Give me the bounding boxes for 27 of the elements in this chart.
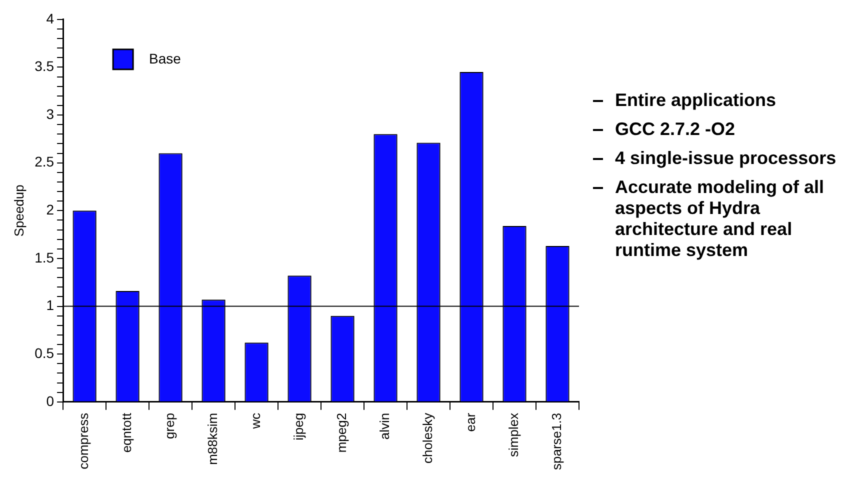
x-tick-label: grep [162,412,178,439]
text: Entire applications [615,90,776,111]
x-tick-label: sparse1.3 [549,412,564,470]
y-tick-label: 3.5 [34,58,54,74]
y-tick-label: 1.5 [34,249,54,266]
text: Accurate modeling of all aspects of Hydra architecture and real runtime system [615,177,826,261]
y-axis-title: Speedup [11,184,26,237]
text: GCC 2.7.2 -O2 [615,119,736,140]
legend-label: Base [149,50,182,66]
x-tick-label: simplex [506,412,522,457]
y-tick-label: 1 [46,297,54,314]
x-tick-label: compress [76,412,92,470]
y-tick-label: 2 [46,202,54,218]
x-tick-label: m88ksim [205,412,220,465]
x-tick-label: ijpeg [291,412,306,440]
x-tick-label: alvin [377,412,392,440]
x-tick-label: mpeg2 [334,412,350,453]
text: 4 single-issue processors [615,148,836,169]
y-tick-label: 2.5 [34,154,54,170]
x-tick-label: eqntott [119,412,134,453]
y-tick-label: 0.5 [34,344,54,361]
y-tick-label: 3 [46,106,54,122]
y-tick-label: 0 [46,392,54,409]
x-tick-label: cholesky [420,412,436,464]
y-tick-label: 4 [46,10,54,26]
x-tick-label: ear [463,412,478,432]
x-tick-label: wc [248,412,264,430]
